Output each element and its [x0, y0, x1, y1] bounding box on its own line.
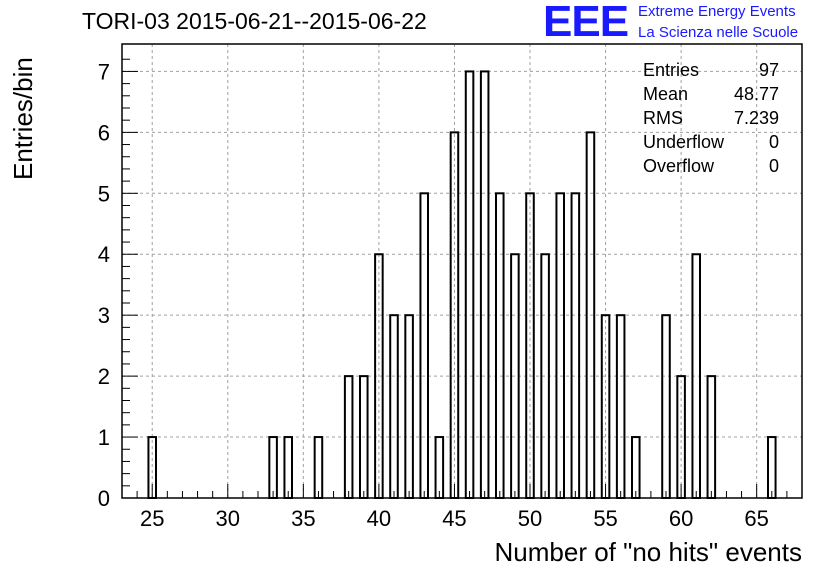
y-axis-label: Entries/bin — [8, 57, 38, 180]
histogram-bar — [495, 192, 505, 500]
x-tick-label: 50 — [518, 506, 542, 531]
logo-line-2: La Scienza nelle Scuole — [638, 24, 799, 41]
y-tick-label: 7 — [98, 59, 110, 84]
x-axis-label: Number of "no hits" events — [494, 537, 803, 567]
histogram-bar — [479, 70, 490, 499]
stat-value: 97 — [758, 60, 779, 80]
histogram-bar — [419, 192, 430, 500]
stat-value: 48.77 — [733, 84, 779, 104]
histogram-bar — [767, 436, 777, 499]
stat-row-underflow: Underflow 0 — [643, 130, 779, 154]
y-tick-label: 0 — [98, 486, 110, 511]
histogram-bar — [631, 436, 641, 499]
y-tick-label: 6 — [98, 120, 110, 145]
eee-logo: EEE Extreme Energy Events La Scienza nel… — [543, 0, 833, 46]
x-tick-label: 25 — [140, 506, 164, 531]
stat-value: 0 — [768, 132, 779, 152]
histogram-bar — [434, 436, 445, 499]
x-tick-label: 35 — [291, 506, 315, 531]
x-tick-label: 55 — [593, 506, 617, 531]
histogram-bar — [661, 314, 671, 499]
stat-row-overflow: Overflow 0 — [643, 154, 779, 178]
stat-label: RMS — [643, 108, 683, 128]
eee-logo-mark: EEE — [543, 0, 629, 46]
histogram-bar — [283, 436, 294, 499]
x-tick-label: 65 — [744, 506, 768, 531]
y-tick-label: 1 — [98, 425, 110, 450]
y-tick-label: 3 — [98, 303, 110, 328]
stat-label: Mean — [643, 84, 689, 104]
x-tick-label: 45 — [442, 506, 466, 531]
stat-row-mean: Mean 48.77 — [643, 82, 779, 106]
stat-value: 7.239 — [733, 108, 779, 128]
histogram-bar — [268, 436, 278, 499]
x-tick-label: 30 — [216, 506, 240, 531]
histogram-bar — [389, 314, 399, 499]
y-tick-label: 2 — [98, 364, 110, 389]
histogram-bar — [570, 192, 581, 500]
stat-value: 0 — [768, 156, 779, 176]
histogram-bar — [404, 314, 414, 499]
histogram-bar — [555, 192, 566, 500]
stat-label: Overflow — [643, 156, 715, 176]
x-tick-label: 40 — [367, 506, 391, 531]
y-tick-label: 5 — [98, 181, 110, 206]
plot-frame — [121, 43, 803, 499]
stat-row-entries: Entries 97 — [643, 58, 779, 82]
histogram-bar — [615, 314, 626, 499]
stat-label: Entries — [643, 60, 700, 80]
stat-label: Underflow — [643, 132, 725, 152]
y-tick-label: 4 — [98, 242, 110, 267]
logo-line-1: Extreme Energy Events — [638, 3, 796, 20]
x-tick-label: 60 — [669, 506, 693, 531]
stats-box: Entries 97 Mean 48.77 RMS 7.239 Underflo… — [643, 58, 779, 178]
histogram-bar — [313, 436, 324, 499]
stat-row-rms: RMS 7.239 — [643, 106, 779, 130]
chart-title: TORI-03 2015-06-21--2015-06-22 — [82, 8, 427, 34]
histogram-bar — [464, 70, 475, 499]
